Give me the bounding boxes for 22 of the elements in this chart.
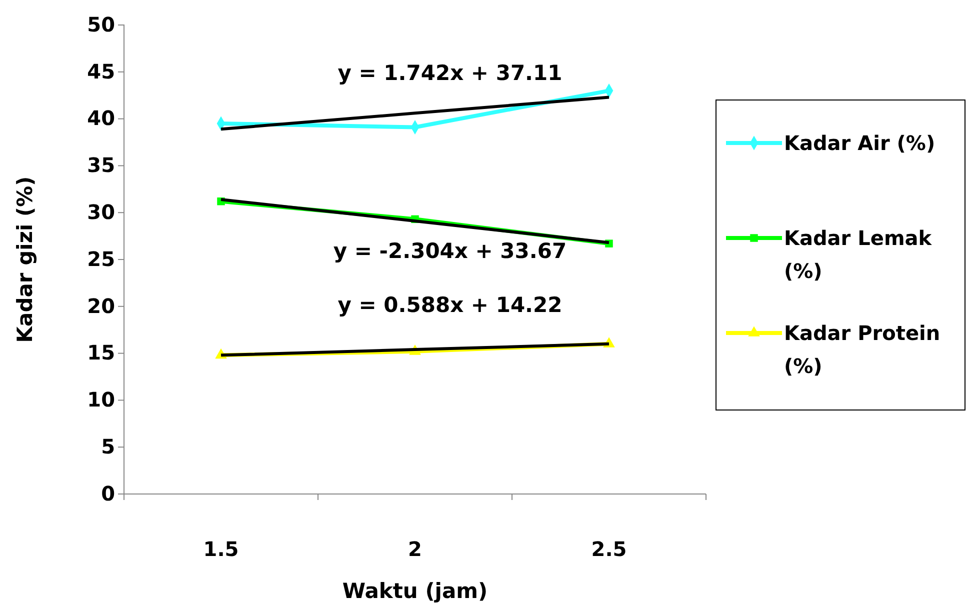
y-tick-label: 30	[87, 200, 115, 224]
legend-label: Kadar Lemak (%)	[784, 226, 932, 283]
x-tick-label: 1.5	[203, 537, 239, 562]
y-tick-label: 25	[87, 246, 115, 271]
y-tick-label: 40	[87, 106, 115, 130]
y-tick-label: 50	[87, 12, 115, 36]
y-axis-title: Kadar gizi (%)	[13, 176, 37, 343]
y-tick-label: 20	[87, 294, 115, 318]
y-tick-label: 5	[101, 434, 115, 458]
y-tick-label: 35	[87, 153, 115, 178]
annotation: y = -2.304x + 33.67	[333, 239, 567, 263]
legend-label: Kadar Protein (%)	[784, 321, 940, 378]
x-tick-label: 2	[408, 537, 422, 562]
annotation: y = 0.588x + 14.22	[338, 293, 562, 317]
y-tick-label: 10	[87, 388, 115, 412]
annotation: y = 1.742x + 37.11	[338, 61, 562, 85]
legend-label: Kadar Air (%)	[784, 131, 936, 155]
y-tick-label: 45	[87, 59, 115, 84]
y-tick-label: 15	[87, 340, 115, 365]
x-axis-title: Waktu (jam)	[342, 579, 488, 603]
y-tick-label: 0	[101, 481, 115, 506]
x-tick-label: 2.5	[591, 537, 627, 562]
